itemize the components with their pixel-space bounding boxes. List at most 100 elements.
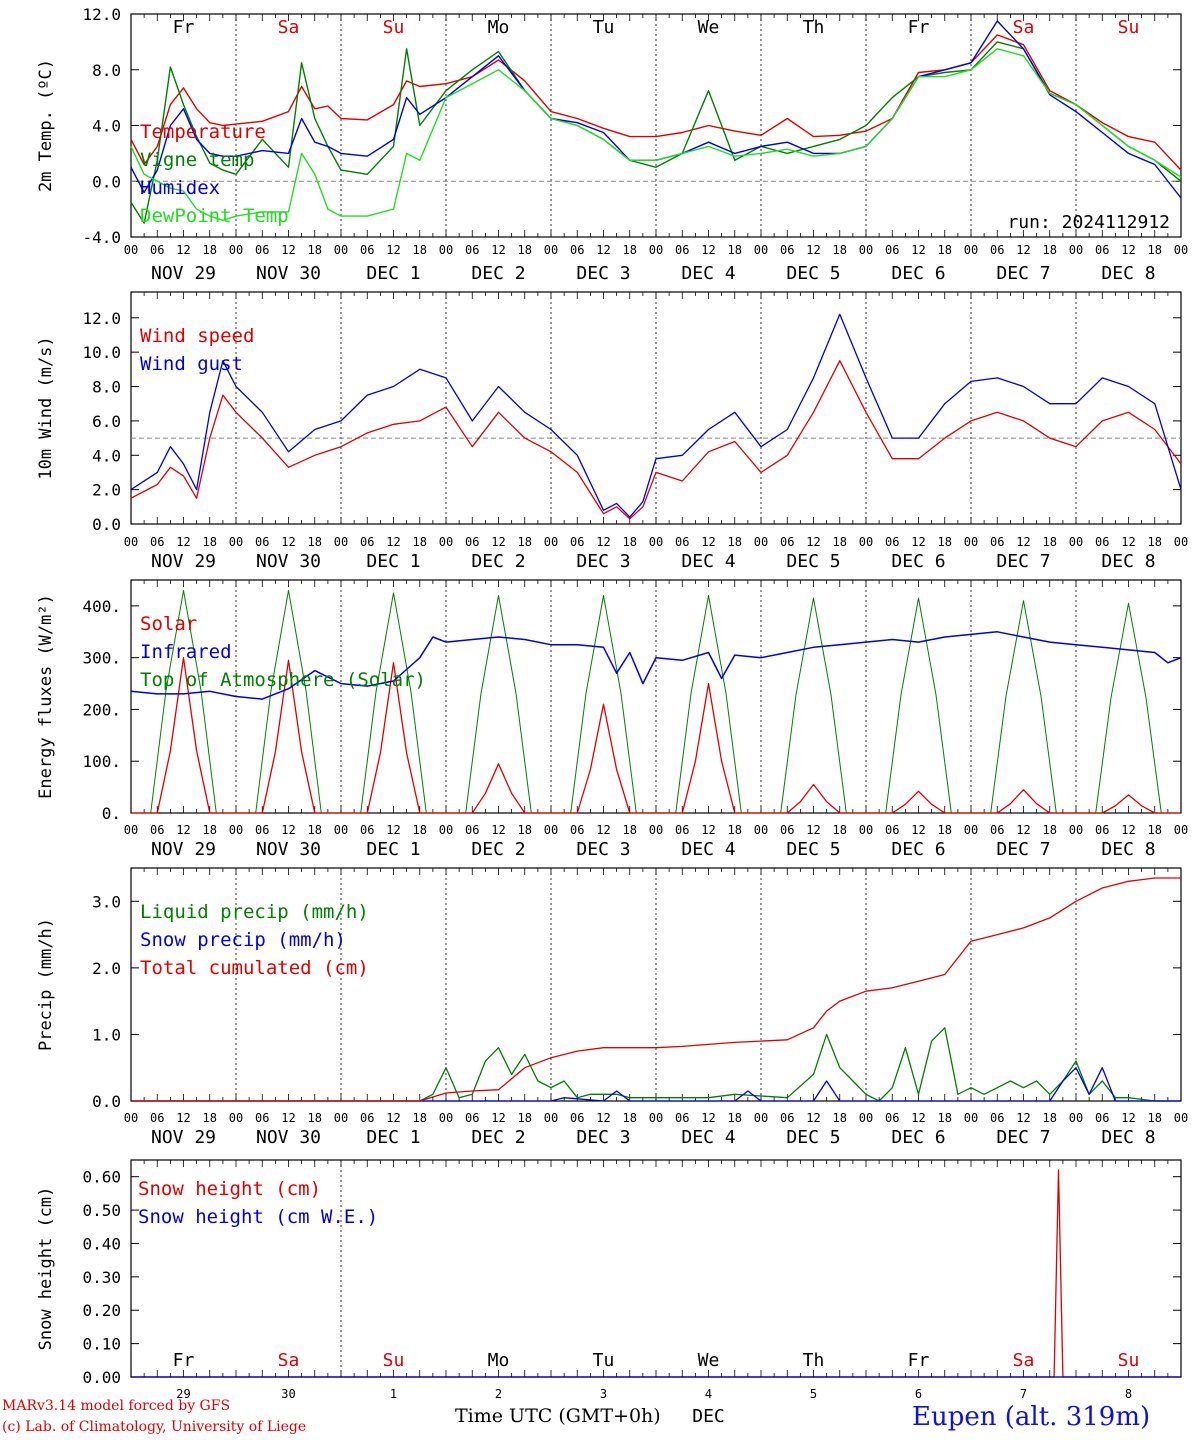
wind-hour-label: 12	[386, 535, 400, 549]
temp-hour-label: 00	[649, 243, 663, 257]
wind-hour-label: 12	[1016, 535, 1030, 549]
temp-hour-label: 12	[386, 243, 400, 257]
snow-ytick-label: 0.20	[82, 1301, 121, 1320]
wind-hour-label: 06	[885, 535, 899, 549]
temp-series-2	[130, 20, 1182, 199]
precip-date-label: NOV 29	[151, 1127, 216, 1148]
weekday-label: Tu	[593, 1350, 615, 1371]
flux-hour-label: 00	[439, 823, 453, 837]
flux-hour-label: 00	[1069, 823, 1083, 837]
precip-date-label: DEC 5	[786, 1127, 840, 1148]
weekday-label: Fr	[908, 1350, 930, 1371]
wind-ytick-label: 8.0	[92, 378, 121, 397]
flux-date-label: NOV 30	[256, 839, 321, 860]
day-number-label: 30	[281, 1387, 295, 1401]
wind-hour-label: 00	[544, 535, 558, 549]
station-name: Eupen (alt. 319m)	[912, 1402, 1151, 1432]
wind-hour-label: 00	[649, 535, 663, 549]
precip-legend-1: Snow precip (mm/h)	[140, 929, 346, 951]
precip-hour-label: 18	[623, 1111, 637, 1125]
wind-ylabel: 10m Wind (m/s)	[36, 336, 56, 479]
temp-hour-label: 06	[780, 243, 794, 257]
precip-hour-label: 12	[701, 1111, 715, 1125]
precip-hour-label: 18	[728, 1111, 742, 1125]
wind-hour-label: 06	[1095, 535, 1109, 549]
flux-series-infrared	[130, 631, 1182, 700]
flux-hour-label: 18	[203, 823, 217, 837]
flux-hour-label: 06	[885, 823, 899, 837]
temp-ytick-label: 0.0	[92, 172, 121, 191]
temp-hour-label: 00	[1174, 243, 1188, 257]
temp-hour-label: 06	[1095, 243, 1109, 257]
flux-hour-label: 12	[806, 823, 820, 837]
flux-date-label: DEC 3	[576, 839, 630, 860]
temp-legend-1: Vigne temp	[140, 149, 254, 171]
flux-hour-label: 18	[308, 823, 322, 837]
flux-hour-label: 18	[1148, 823, 1162, 837]
wind-date-label: NOV 30	[256, 551, 321, 572]
wind-hour-label: 06	[255, 535, 269, 549]
temp-legend-2: Humidex	[140, 177, 220, 199]
snow-ytick-label: 0.00	[82, 1368, 121, 1387]
temp-hour-label: 00	[229, 243, 243, 257]
precip-hour-label: 18	[203, 1111, 217, 1125]
precip-hour-label: 12	[911, 1111, 925, 1125]
wind-hour-label: 06	[570, 535, 584, 549]
flux-hour-label: 12	[281, 823, 295, 837]
precip-ytick-label: 0.0	[92, 1092, 121, 1111]
temp-hour-label: 12	[281, 243, 295, 257]
flux-hour-label: 18	[728, 823, 742, 837]
snow-legend-1: Snow height (cm W.E.)	[138, 1206, 378, 1228]
flux-hour-label: 00	[229, 823, 243, 837]
flux-hour-label: 06	[990, 823, 1004, 837]
wind-date-label: DEC 4	[681, 551, 735, 572]
flux-hour-label: 06	[465, 823, 479, 837]
precip-hour-label: 18	[518, 1111, 532, 1125]
temp-hour-label: 06	[675, 243, 689, 257]
precip-hour-label: 18	[413, 1111, 427, 1125]
wind-hour-label: 12	[281, 535, 295, 549]
temp-hour-label: 06	[990, 243, 1004, 257]
flux-hour-label: 12	[386, 823, 400, 837]
flux-hour-label: 00	[649, 823, 663, 837]
flux-series-solar	[131, 657, 1181, 814]
flux-hour-label: 18	[413, 823, 427, 837]
precip-date-label: DEC 2	[471, 1127, 525, 1148]
weekday-label: Su	[1118, 17, 1140, 38]
wind-series-1	[130, 313, 1182, 518]
temp-hour-label: 18	[308, 243, 322, 257]
wind-hour-label: 12	[1121, 535, 1135, 549]
temp-date-label: DEC 4	[681, 263, 735, 284]
flux-hour-label: 06	[780, 823, 794, 837]
temp-hour-label: 06	[360, 243, 374, 257]
temp-hour-label: 18	[938, 243, 952, 257]
flux-hour-label: 06	[150, 823, 164, 837]
precip-hour-label: 00	[754, 1111, 768, 1125]
credit-line-2: (c) Lab. of Climatology, University of L…	[2, 1419, 307, 1435]
credit-line-1: MARv3.14 model forced by GFS	[2, 1398, 231, 1414]
wind-hour-label: 18	[203, 535, 217, 549]
precip-hour-label: 06	[570, 1111, 584, 1125]
temp-hour-label: 00	[1069, 243, 1083, 257]
day-number-label: 1	[390, 1387, 397, 1401]
day-number-label: 5	[810, 1387, 817, 1401]
weekday-label: Mo	[488, 17, 510, 38]
wind-hour-label: 18	[518, 535, 532, 549]
wind-hour-label: 18	[623, 535, 637, 549]
wind-hour-label: 00	[334, 535, 348, 549]
precip-series-2	[131, 877, 1181, 1102]
temp-hour-label: 00	[124, 243, 138, 257]
wind-legend-0: Wind speed	[140, 325, 254, 347]
flux-hour-label: 06	[570, 823, 584, 837]
flux-date-label: DEC 4	[681, 839, 735, 860]
snow-ylabel: Snow height (cm)	[36, 1187, 56, 1351]
precip-hour-label: 00	[544, 1111, 558, 1125]
wind-hour-label: 12	[491, 535, 505, 549]
flux-hour-label: 00	[859, 823, 873, 837]
flux-hour-label: 06	[675, 823, 689, 837]
precip-hour-label: 00	[439, 1111, 453, 1125]
precip-hour-label: 00	[1174, 1111, 1188, 1125]
flux-date-label: DEC 6	[891, 839, 945, 860]
time-axis-label: Time UTC (GMT+0h)	[455, 1405, 661, 1427]
flux-hour-label: 12	[1121, 823, 1135, 837]
